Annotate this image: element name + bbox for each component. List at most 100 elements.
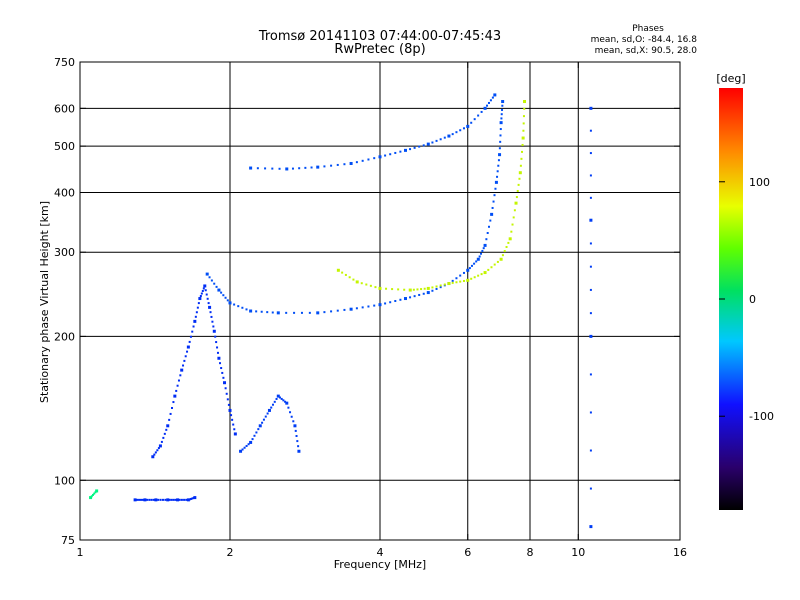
echo-point xyxy=(490,212,494,216)
echo-point xyxy=(191,497,194,500)
echo-point xyxy=(297,445,300,448)
echo-point xyxy=(323,165,326,168)
echo-point xyxy=(232,423,235,426)
echo-point xyxy=(289,411,292,414)
echo-point xyxy=(493,263,496,266)
echo-point xyxy=(168,418,171,421)
echo-point xyxy=(172,401,175,404)
y-tick-label: 400 xyxy=(54,186,75,199)
echo-point xyxy=(485,238,488,241)
echo-point xyxy=(176,384,179,387)
echo-point xyxy=(589,411,592,414)
echo-point xyxy=(426,286,430,290)
echo-point xyxy=(413,295,416,298)
echo-point xyxy=(397,288,400,291)
echo-point xyxy=(221,371,224,374)
echo-point xyxy=(343,308,346,311)
echo-point xyxy=(280,397,283,400)
echo-point xyxy=(499,140,502,143)
echo-point xyxy=(245,308,248,311)
echo-point xyxy=(389,153,392,156)
echo-point xyxy=(451,279,454,282)
echo-point xyxy=(295,434,298,437)
echo-point xyxy=(447,134,451,138)
echo-point xyxy=(455,277,458,280)
echo-point xyxy=(136,498,139,501)
echo-point xyxy=(486,104,489,107)
grid-lines xyxy=(80,62,680,540)
echo-point xyxy=(278,167,281,170)
echo-point xyxy=(276,311,280,315)
echo-point xyxy=(219,362,222,365)
echo-point xyxy=(233,428,236,431)
echo-point xyxy=(316,165,320,169)
echo-point xyxy=(199,295,202,298)
echo-point xyxy=(208,305,212,309)
echo-point xyxy=(459,280,462,283)
echo-point xyxy=(521,136,525,140)
echo-point xyxy=(487,268,490,271)
echo-point xyxy=(496,170,499,173)
echo-point xyxy=(93,492,96,495)
echo-point xyxy=(180,498,183,501)
echo-point xyxy=(178,498,181,501)
echo-point xyxy=(216,346,219,349)
echo-point xyxy=(258,424,262,428)
echo-point xyxy=(487,101,490,104)
echo-point xyxy=(365,283,368,286)
echo-point xyxy=(589,265,592,268)
echo-point xyxy=(589,449,592,452)
echo-point xyxy=(483,271,487,275)
echo-point xyxy=(520,157,523,160)
echo-point xyxy=(523,107,526,110)
echo-point xyxy=(505,245,508,248)
echo-point xyxy=(478,255,481,258)
data-points xyxy=(89,93,593,529)
echo-point xyxy=(228,301,232,305)
echo-point xyxy=(287,406,290,409)
echo-point xyxy=(186,350,189,353)
echo-point xyxy=(228,408,232,412)
echo-point xyxy=(291,167,294,170)
echo-point xyxy=(226,398,229,401)
echo-point xyxy=(513,209,516,212)
echo-point xyxy=(373,304,376,307)
echo-point xyxy=(439,284,442,287)
echo-point xyxy=(215,341,218,344)
echo-point xyxy=(361,306,364,309)
echo-point xyxy=(266,311,269,314)
echo-point xyxy=(241,448,244,451)
echo-point xyxy=(308,311,311,314)
echo-point xyxy=(330,310,333,313)
echo-point xyxy=(298,167,301,170)
echo-point xyxy=(349,307,353,311)
echo-point xyxy=(177,379,180,382)
echo-point xyxy=(451,281,454,284)
echo-point xyxy=(521,143,524,146)
echo-point xyxy=(217,288,221,292)
echo-point xyxy=(344,273,347,276)
echo-point xyxy=(264,167,267,170)
echo-point xyxy=(284,400,287,403)
echo-point xyxy=(140,498,143,501)
echo-point xyxy=(271,167,274,170)
echo-point xyxy=(431,286,434,289)
echo-point xyxy=(193,319,197,323)
echo-point xyxy=(310,166,313,169)
echo-point xyxy=(589,152,592,155)
echo-point xyxy=(153,453,156,456)
echo-point xyxy=(348,276,351,279)
echo-point xyxy=(225,392,228,395)
echo-point xyxy=(519,164,522,167)
y-tick-label: 600 xyxy=(54,102,75,115)
echo-point xyxy=(249,309,253,313)
echo-point xyxy=(189,497,192,500)
echo-point xyxy=(233,432,237,436)
echo-point xyxy=(522,129,525,132)
echo-point xyxy=(492,200,495,203)
echo-point xyxy=(141,498,144,501)
echo-point xyxy=(330,164,333,167)
echo-point xyxy=(157,498,160,501)
echo-point xyxy=(483,243,487,247)
